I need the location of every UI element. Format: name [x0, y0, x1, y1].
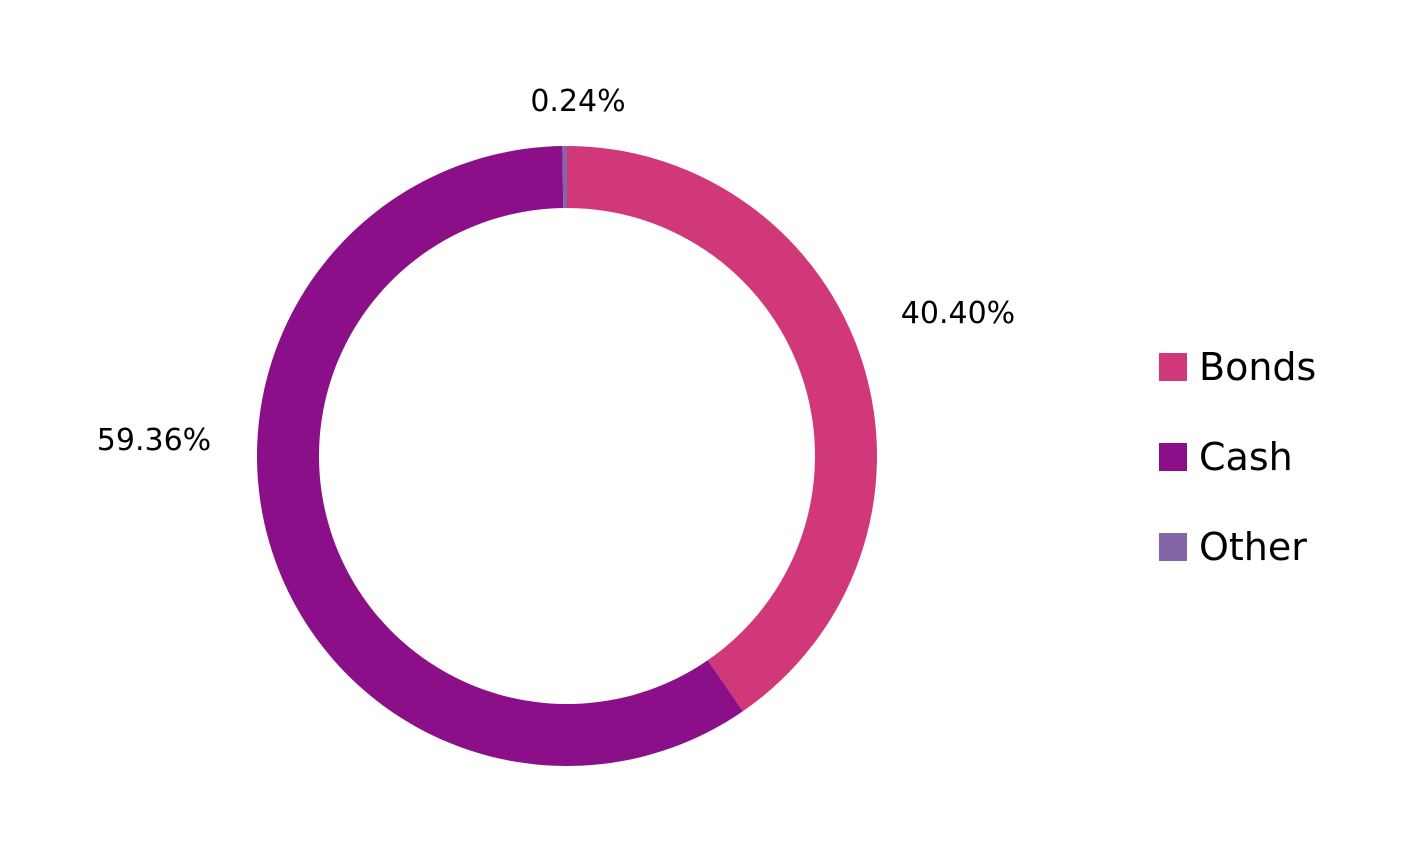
- donut-slice-other: [562, 146, 567, 209]
- data-label-other: 0.24%: [530, 84, 625, 119]
- legend: Bonds Cash Other: [1159, 339, 1379, 609]
- data-label-cash: 59.36%: [97, 423, 211, 458]
- legend-label-cash: Cash: [1199, 435, 1293, 479]
- donut-slices: [257, 146, 877, 767]
- legend-swatch-bonds: [1159, 353, 1187, 381]
- legend-item-other: Other: [1159, 519, 1379, 575]
- data-labels: 40.40% 59.36% 0.24%: [97, 84, 1015, 458]
- legend-swatch-cash: [1159, 443, 1187, 471]
- legend-label-bonds: Bonds: [1199, 345, 1317, 389]
- donut-slice-bonds: [567, 146, 877, 712]
- legend-swatch-other: [1159, 533, 1187, 561]
- data-label-bonds: 40.40%: [901, 296, 1015, 331]
- legend-item-bonds: Bonds: [1159, 339, 1379, 395]
- legend-label-other: Other: [1199, 525, 1307, 569]
- donut-slice-cash: [257, 146, 743, 767]
- legend-item-cash: Cash: [1159, 429, 1379, 485]
